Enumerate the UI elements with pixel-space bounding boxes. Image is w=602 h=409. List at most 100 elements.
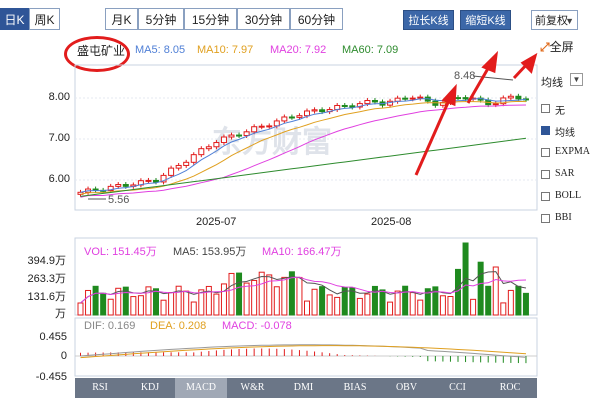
annotation-arrows	[414, 50, 538, 176]
tab-cci[interactable]: CCI	[449, 382, 466, 393]
dea-line	[80, 345, 527, 359]
tab-dmi[interactable]: DMI	[293, 382, 314, 393]
candle-body	[402, 97, 409, 100]
volume-bar	[439, 295, 446, 316]
tab-5min[interactable]: 5分钟	[138, 8, 184, 30]
candle-body	[228, 134, 235, 138]
option-boll-checkbox[interactable]	[541, 192, 550, 201]
option-ma-checkbox[interactable]	[541, 126, 550, 135]
ma20-line	[80, 104, 527, 198]
tab-daily-k[interactable]: 日K	[0, 8, 29, 30]
volume-bar	[379, 289, 386, 316]
vol-tick-2: 263.3万	[27, 273, 66, 285]
candle-body	[175, 164, 182, 169]
tab-wr[interactable]: W&R	[240, 382, 265, 393]
volume-bar	[85, 289, 92, 316]
volume-bar	[417, 299, 424, 316]
volume-bar	[258, 271, 265, 316]
option-ma-label: 均线	[555, 128, 575, 139]
ma5-legend: MA5: 8.05	[135, 44, 186, 56]
vol-ma5-legend: MA5: 153.95万	[173, 246, 247, 258]
tab-kdj[interactable]: KDJ	[140, 382, 160, 393]
candle-body	[304, 110, 310, 117]
candle-body	[409, 97, 416, 100]
vol-tick-3: 131.6万	[27, 291, 66, 303]
candle-body	[190, 154, 197, 163]
dif-legend: DIF: 0.169	[84, 320, 136, 332]
shorten-k-button[interactable]: 缩短K线	[460, 10, 511, 30]
volume-bar	[236, 272, 243, 316]
option-boll-label: BOLL	[555, 190, 582, 201]
option-none-checkbox[interactable]	[541, 104, 550, 113]
side-panel-dropdown[interactable]: ▼	[570, 73, 583, 86]
volume-bar	[364, 293, 371, 316]
candle-body	[251, 126, 258, 133]
option-none-label: 无	[555, 106, 565, 117]
candle-body	[296, 115, 303, 118]
volume-bar	[371, 285, 378, 316]
macd-tick-pos: 0.455	[39, 331, 67, 343]
option-bbi-checkbox[interactable]	[541, 214, 550, 223]
dea-legend: DEA: 0.208	[150, 320, 207, 332]
candle-body	[288, 116, 295, 119]
candle-body	[243, 131, 250, 137]
volume-bar	[447, 295, 454, 316]
adjust-select[interactable]: 前复权 ▼	[531, 10, 578, 30]
candle-body	[145, 179, 152, 182]
volume-bar	[319, 286, 326, 316]
candle-body	[492, 103, 499, 106]
candle-body	[160, 174, 167, 183]
volume-bar	[311, 288, 318, 316]
tab-30min[interactable]: 30分钟	[237, 8, 290, 30]
ma60-line	[80, 137, 527, 197]
volume-bar	[273, 286, 280, 316]
tab-weekly-k[interactable]: 周K	[29, 8, 60, 30]
volume-bar	[515, 285, 522, 316]
stretch-k-button[interactable]: 拉长K线	[403, 10, 454, 30]
candle-body	[183, 161, 190, 166]
vol-legend: VOL: 151.45万	[84, 246, 157, 258]
candle-body	[198, 148, 205, 156]
tab-monthly-k[interactable]: 月K	[105, 8, 138, 30]
candle-body	[319, 109, 326, 113]
fullscreen-button[interactable]: ⤢全屏	[540, 38, 574, 55]
dif-line	[80, 344, 527, 358]
volume-bar	[409, 292, 416, 316]
tab-bias[interactable]: BIAS	[343, 382, 367, 393]
option-sar-checkbox[interactable]	[541, 170, 550, 179]
candle-body	[281, 116, 288, 122]
volume-bar	[304, 300, 310, 316]
volume-bar	[183, 290, 190, 316]
option-bbi-label: BBI	[555, 212, 572, 223]
fullscreen-label: 全屏	[549, 40, 574, 54]
indicator-tab-bar: RSI KDJ MACD W&R DMI BIAS OBV CCI ROC	[75, 378, 537, 398]
volume-bar	[220, 283, 227, 316]
tab-60min[interactable]: 60分钟	[290, 8, 343, 30]
candle-body	[205, 146, 212, 150]
option-expma-checkbox[interactable]	[541, 148, 550, 157]
volume-bar	[424, 288, 431, 316]
tab-rsi[interactable]: RSI	[92, 382, 108, 393]
candle-body	[507, 95, 514, 99]
option-expma-label: EXPMA	[555, 146, 591, 157]
macd-frame	[74, 317, 538, 377]
volume-bar	[213, 293, 220, 316]
tab-obv[interactable]: OBV	[395, 382, 418, 393]
volume-bar	[485, 285, 492, 316]
highlight-circle	[64, 36, 130, 72]
ma10-legend: MA10: 7.97	[197, 44, 254, 56]
candle-body	[311, 109, 318, 112]
chevron-down-icon: ▼	[565, 16, 574, 26]
volume-bar	[198, 289, 205, 316]
side-panel-title: 均线	[541, 77, 563, 89]
tab-macd[interactable]: MACD	[175, 378, 227, 398]
volume-bar	[455, 268, 461, 316]
candle-body	[266, 125, 273, 128]
volume-bar	[168, 292, 175, 316]
volume-bar	[477, 261, 484, 316]
tab-15min[interactable]: 15分钟	[184, 8, 237, 30]
volume-bar	[288, 271, 295, 316]
tab-roc[interactable]: ROC	[499, 382, 521, 393]
expand-icon: ⤢	[540, 40, 550, 54]
